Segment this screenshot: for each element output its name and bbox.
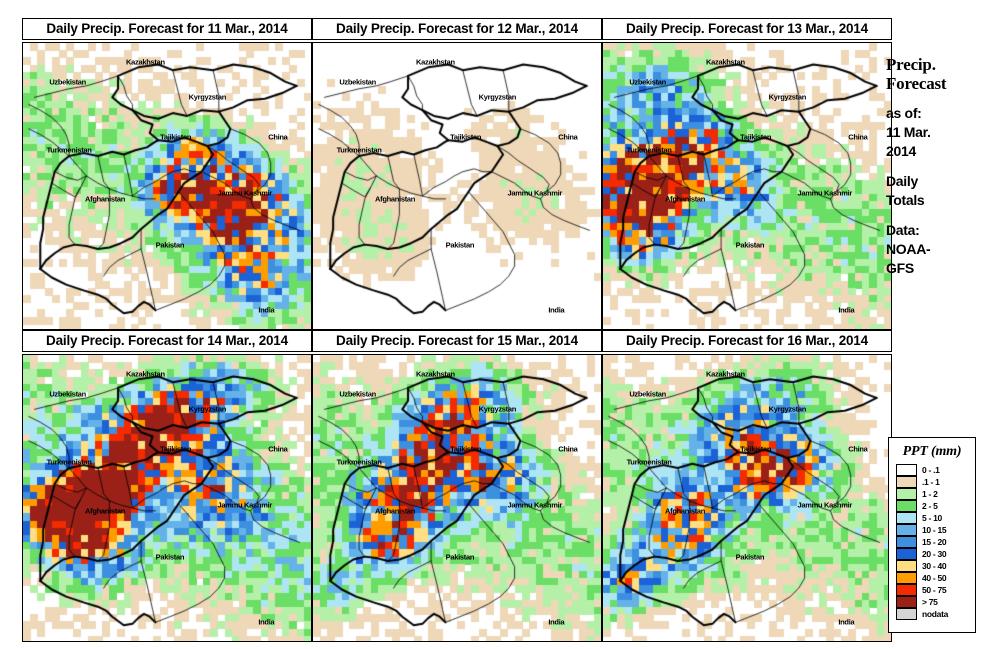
legend-row: .1 - 1: [896, 476, 975, 488]
map-panel: Daily Precip. Forecast for 14 Mar., 2014…: [22, 330, 312, 642]
legend-row: nodata: [896, 608, 975, 620]
info-totals: Daily Totals: [886, 172, 982, 210]
map-panel: Daily Precip. Forecast for 15 Mar., 2014…: [312, 330, 602, 642]
legend-swatch: [896, 488, 917, 500]
legend-label: 10 - 15: [922, 525, 947, 535]
info-panel: Precip. Forecast as of: 11 Mar. 2014 Dai…: [886, 55, 982, 278]
map-panel-title: Daily Precip. Forecast for 14 Mar., 2014: [22, 330, 312, 352]
legend-swatch: [896, 584, 917, 596]
legend-row: 10 - 15: [896, 524, 975, 536]
legend-row: 50 - 75: [896, 584, 975, 596]
legend-swatch: [896, 572, 917, 584]
legend-label: 15 - 20: [922, 537, 947, 547]
map-panel-title: Daily Precip. Forecast for 16 Mar., 2014: [602, 330, 892, 352]
data-label: Data:: [886, 222, 920, 238]
map-panel-title: Daily Precip. Forecast for 13 Mar., 2014: [602, 18, 892, 40]
map-panel-canvas: Kazakhstan Uzbekistan Kyrgyzstan Tajikistan…: [22, 354, 312, 642]
map-panel-title: Daily Precip. Forecast for 15 Mar., 2014: [312, 330, 602, 352]
map-panel-title: Daily Precip. Forecast for 12 Mar., 2014: [312, 18, 602, 40]
precip-raster: [313, 355, 601, 641]
info-panel-title: Precip. Forecast: [886, 55, 982, 93]
map-panel-canvas: Kazakhstan Uzbekistan Kyrgyzstan Tajikistan…: [602, 42, 892, 330]
as-of-label: as of:: [886, 105, 922, 121]
legend-row: 20 - 30: [896, 548, 975, 560]
legend-box: PPT (mm) 0 - .1 .1 - 1 1 - 2 2 - 5 5 - 10 10 …: [888, 437, 976, 633]
precip-raster: [23, 355, 311, 641]
legend-swatch: [896, 608, 917, 620]
legend-label: 50 - 75: [922, 585, 947, 595]
totals-line2: Totals: [886, 192, 925, 208]
legend-label: .1 - 1: [922, 477, 940, 487]
legend-label: nodata: [922, 609, 949, 619]
legend-row: 30 - 40: [896, 560, 975, 572]
map-panel: Daily Precip. Forecast for 13 Mar., 2014…: [602, 18, 892, 330]
legend-row: > 75: [896, 596, 975, 608]
info-title-line1: Precip.: [886, 55, 936, 74]
legend-row: 0 - .1: [896, 464, 975, 476]
precip-raster: [603, 43, 891, 329]
map-panel-canvas: Kazakhstan Uzbekistan Kyrgyzstan Tajikistan…: [312, 354, 602, 642]
info-title-line2: Forecast: [886, 74, 947, 93]
data-source-line2: GFS: [886, 260, 914, 276]
map-panel-canvas: Kazakhstan Uzbekistan Kyrgyzstan Tajikistan…: [602, 354, 892, 642]
legend-swatch: [896, 476, 917, 488]
legend-label: 5 - 10: [922, 513, 942, 523]
as-of-date-line1: 11 Mar.: [886, 124, 931, 140]
legend-label: 30 - 40: [922, 561, 947, 571]
totals-line1: Daily: [886, 173, 918, 189]
legend-row: 2 - 5: [896, 500, 975, 512]
info-as-of: as of: 11 Mar. 2014: [886, 104, 982, 161]
legend-row: 1 - 2: [896, 488, 975, 500]
legend-items: 0 - .1 .1 - 1 1 - 2 2 - 5 5 - 10 10 - 15 15 - …: [889, 464, 975, 620]
info-data-source: Data: NOAA- GFS: [886, 221, 982, 278]
precip-raster: [23, 43, 311, 329]
legend-swatch: [896, 524, 917, 536]
map-panel-canvas: Kazakhstan Uzbekistan Kyrgyzstan Tajikistan…: [22, 42, 312, 330]
as-of-date-line2: 2014: [886, 143, 916, 159]
legend-swatch: [896, 596, 917, 608]
map-panel-title: Daily Precip. Forecast for 11 Mar., 2014: [22, 18, 312, 40]
legend-swatch: [896, 536, 917, 548]
legend-label: > 75: [922, 597, 938, 607]
legend-swatch: [896, 500, 917, 512]
map-panel-canvas: Kazakhstan Uzbekistan Kyrgyzstan Tajikistan…: [312, 42, 602, 330]
map-panel: Daily Precip. Forecast for 11 Mar., 2014…: [22, 18, 312, 330]
data-source-line1: NOAA-: [886, 241, 931, 257]
legend-row: 40 - 50: [896, 572, 975, 584]
legend-title: PPT (mm): [902, 444, 962, 459]
legend-label: 40 - 50: [922, 573, 947, 583]
legend-swatch: [896, 560, 917, 572]
legend-label: 20 - 30: [922, 549, 947, 559]
legend-swatch: [896, 548, 917, 560]
map-panel: Daily Precip. Forecast for 16 Mar., 2014…: [602, 330, 892, 642]
precip-raster: [313, 43, 601, 329]
map-panel: Daily Precip. Forecast for 12 Mar., 2014…: [312, 18, 602, 330]
legend-label: 0 - .1: [922, 465, 940, 475]
legend-row: 15 - 20: [896, 536, 975, 548]
legend-row: 5 - 10: [896, 512, 975, 524]
legend-label: 1 - 2: [922, 489, 938, 499]
precip-raster: [603, 355, 891, 641]
legend-label: 2 - 5: [922, 501, 938, 511]
legend-swatch: [896, 512, 917, 524]
legend-swatch: [896, 464, 917, 476]
